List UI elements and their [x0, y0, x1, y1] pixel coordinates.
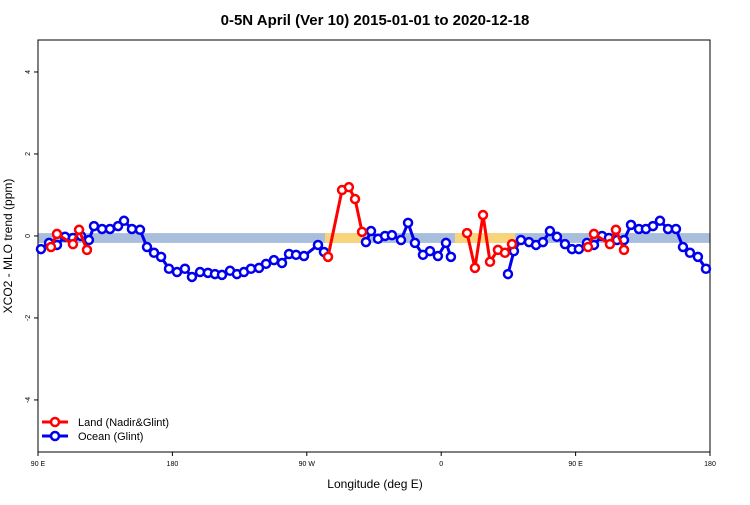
data-point — [670, 223, 682, 235]
legend-marker — [49, 416, 61, 428]
data-point — [141, 241, 153, 253]
data-point — [126, 223, 138, 235]
data-point — [484, 256, 496, 268]
data-point — [677, 241, 689, 253]
data-point — [618, 244, 630, 256]
surface-band — [325, 233, 366, 243]
legend-label: Land (Nadir&Glint) — [78, 417, 169, 429]
data-point — [506, 238, 518, 250]
x-axis-label: Longitude (deg E) — [327, 477, 422, 491]
data-point — [186, 271, 198, 283]
data-point — [469, 262, 481, 274]
y-tick-label: 4 — [25, 70, 32, 74]
data-point — [81, 244, 93, 256]
data-point — [88, 220, 100, 232]
data-point — [440, 237, 452, 249]
data-point — [245, 263, 257, 275]
data-point — [290, 249, 302, 261]
data-point — [83, 234, 95, 246]
data-point — [155, 251, 167, 263]
data-point — [700, 263, 712, 275]
data-point — [625, 219, 637, 231]
data-point — [424, 245, 436, 257]
data-point — [360, 236, 372, 248]
data-point — [322, 251, 334, 263]
data-point — [67, 238, 79, 250]
data-point — [684, 247, 696, 259]
y-tick-label: 0 — [25, 234, 32, 238]
data-point — [276, 257, 288, 269]
y-tick-label: 2 — [25, 152, 32, 156]
data-point — [692, 251, 704, 263]
data-point — [216, 269, 228, 281]
data-point — [163, 263, 175, 275]
data-point — [537, 236, 549, 248]
data-point — [499, 247, 511, 259]
data-point — [573, 243, 585, 255]
data-point — [515, 234, 527, 246]
data-point — [395, 234, 407, 246]
data-point — [610, 224, 622, 236]
x-tick-label: 180 — [704, 461, 716, 468]
data-point — [386, 229, 398, 241]
data-point — [647, 220, 659, 232]
data-point — [51, 228, 63, 240]
y-tick-label: -4 — [25, 397, 32, 403]
x-tick-label: 90 E — [31, 461, 46, 468]
data-point — [559, 238, 571, 250]
data-point — [365, 225, 377, 237]
data-point — [73, 224, 85, 236]
data-point — [118, 215, 130, 227]
chart-title: 0-5N April (Ver 10) 2015-01-01 to 2020-1… — [221, 12, 530, 29]
data-point — [179, 263, 191, 275]
y-tick-label: -2 — [25, 315, 32, 321]
data-point — [402, 217, 414, 229]
data-point — [432, 250, 444, 262]
legend-marker — [49, 430, 61, 442]
data-point — [461, 227, 473, 239]
data-point — [298, 250, 310, 262]
data-point — [551, 231, 563, 243]
data-point — [104, 223, 116, 235]
data-point — [349, 193, 361, 205]
data-point — [343, 181, 355, 193]
data-point — [502, 268, 514, 280]
data-point — [588, 228, 600, 240]
x-tick-label: 90 E — [568, 461, 583, 468]
data-point — [35, 243, 47, 255]
data-point — [312, 239, 324, 251]
data-point — [604, 238, 616, 250]
data-point — [134, 224, 146, 236]
x-tick-label: 180 — [167, 461, 179, 468]
x-tick-label: 0 — [439, 461, 443, 468]
legend-label: Ocean (Glint) — [78, 431, 143, 443]
x-tick-label: 90 W — [299, 461, 316, 468]
data-point — [477, 209, 489, 221]
data-point — [260, 258, 272, 270]
data-point — [409, 237, 421, 249]
data-point — [445, 251, 457, 263]
data-point — [654, 215, 666, 227]
data-point — [356, 226, 368, 238]
data-point — [582, 241, 594, 253]
y-axis-label: XCO2 - MLO trend (ppm) — [1, 179, 15, 314]
data-point — [45, 241, 57, 253]
data-point — [544, 225, 556, 237]
data-point — [268, 254, 280, 266]
